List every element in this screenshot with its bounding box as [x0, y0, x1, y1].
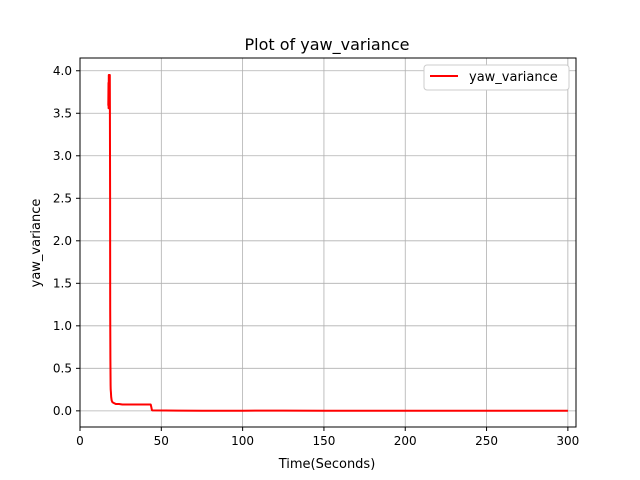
x-tick-label: 150 [312, 434, 335, 448]
grid [79, 58, 576, 427]
legend-box [423, 64, 570, 91]
legend-label: yaw_variance [469, 70, 558, 85]
y-axis-label: yaw_variance [29, 199, 44, 288]
x-tick-label: 50 [154, 434, 169, 448]
series-line-yaw_variance [107, 74, 568, 412]
legend: yaw_variance [423, 64, 570, 91]
x-axis-label: Time(Seconds) [278, 457, 376, 472]
y-tick-label: 1.5 [53, 276, 72, 290]
chart-title: Plot of yaw_variance [245, 35, 410, 55]
x-tick-label: 250 [475, 434, 498, 448]
y-tick-label: 2.5 [53, 191, 72, 205]
y-tick-label: 3.0 [53, 149, 72, 163]
y-tick-label: 1.0 [53, 319, 72, 333]
y-tick-label: 2.0 [53, 234, 72, 248]
y-axis-ticks: 0.0 0.5 1.0 1.5 2.0 2.5 3.0 3.5 4.0 [53, 64, 80, 418]
x-tick-label: 200 [394, 434, 417, 448]
y-tick-label: 4.0 [53, 64, 72, 78]
x-tick-label: 300 [556, 434, 579, 448]
x-tick-label: 100 [231, 434, 254, 448]
y-tick-label: 0.5 [53, 361, 72, 375]
y-tick-label: 0.0 [53, 404, 72, 418]
plot-frame [79, 57, 577, 428]
x-axis-ticks: 0 50 100 150 200 250 300 [76, 427, 579, 448]
series-layer [107, 74, 568, 412]
x-tick-label: 0 [76, 434, 84, 448]
y-tick-label: 3.5 [53, 106, 72, 120]
